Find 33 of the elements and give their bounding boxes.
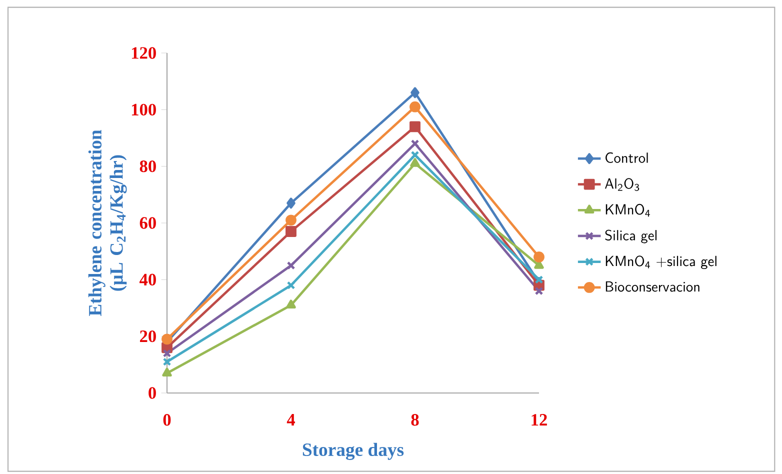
point [286, 281, 296, 290]
y-tick-label: 120 [132, 47, 156, 59]
point [162, 334, 172, 345]
y-tick-label: 80 [140, 160, 156, 172]
point [410, 101, 420, 112]
point [286, 226, 296, 237]
point [162, 368, 172, 376]
legend-label: Silica gel [605, 230, 656, 244]
point [286, 261, 296, 270]
x-tick-label: 12 [532, 414, 547, 426]
legend-label: Bioconservacion [606, 281, 700, 292]
point [410, 87, 420, 98]
legend-label: Al$_{2}$O$_{3}$ [604, 178, 640, 191]
point [410, 158, 420, 167]
point [410, 139, 420, 148]
legend-label: Control [606, 152, 648, 163]
x-axis-title: Storage days [302, 442, 404, 460]
point [286, 300, 296, 308]
point [286, 198, 296, 209]
point [286, 214, 296, 226]
x-tick-label: 8 [411, 414, 419, 426]
legend-label: KMnO$_{4}$ +silica gel [606, 256, 716, 270]
point [410, 150, 420, 160]
y-tick-label: 100 [132, 104, 156, 116]
x-tick-label: 4 [286, 414, 296, 426]
legend-label: KMnO$_{4}$ [606, 204, 650, 217]
y-tick-label: 60 [140, 217, 156, 229]
x-tick-label: 0 [163, 414, 171, 426]
y-tick-label: 0 [148, 387, 156, 399]
y-tick-label: 40 [140, 274, 156, 286]
point [410, 121, 420, 132]
y-tick-label: 20 [140, 330, 156, 342]
point [534, 252, 544, 262]
